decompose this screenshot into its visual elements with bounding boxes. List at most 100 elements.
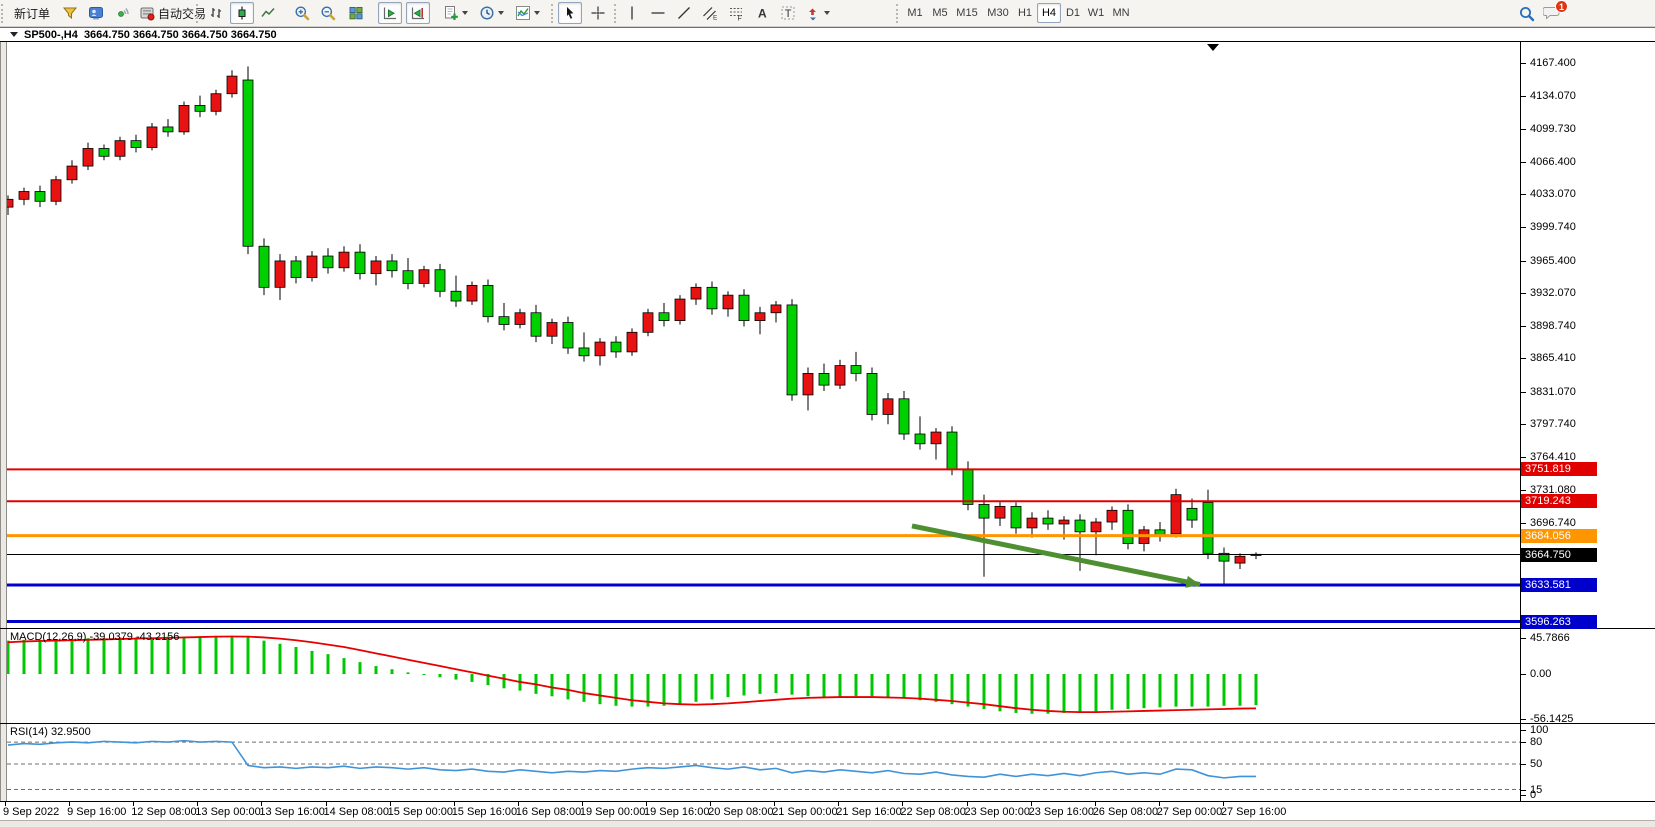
axis-tick-label: 3764.410 [1530,451,1576,463]
candle-body [290,260,302,278]
crosshair-button[interactable] [586,2,610,24]
macd-histogram-bar [646,674,650,707]
periods-button[interactable] [474,2,509,24]
time-axis[interactable]: 9 Sep 2022 9 Sep 16:00 12 Sep 08:00 13 Sep … [0,802,1655,820]
axis-tick-mark [1521,638,1526,639]
macd-histogram-bar [1206,674,1210,707]
zoom-in-button[interactable] [290,2,314,24]
timeframe-button-m1[interactable]: M1 [907,7,923,19]
chart-shift-button[interactable] [406,2,430,24]
candle-body [274,260,286,288]
toolbar-grip[interactable] [1,4,5,23]
macd-panel[interactable] [7,629,1520,722]
indicators-button[interactable] [510,2,545,24]
toolbar-grip[interactable] [196,4,200,23]
cursor-button[interactable] [558,2,582,24]
macd-histogram-bar [134,637,138,674]
autotrading-button[interactable]: 自动交易 [134,2,211,24]
candle-body [770,304,782,314]
macd-histogram-bar [118,637,122,674]
notification-badge: 1 [1555,0,1568,13]
axis-tick-label: 3965.400 [1530,255,1576,267]
panel-separator[interactable] [0,628,1655,629]
candle-body [610,341,622,353]
line-chart-button[interactable] [256,2,280,24]
timeframe-button-h1[interactable]: H1 [1017,7,1033,19]
clock-icon [480,6,494,20]
panel-separator [0,801,1655,802]
time-tick-label: 9 Sep 2022 [3,806,60,818]
indicators-icon [516,6,530,20]
price-level-badge: 3684.056 [1521,529,1597,543]
macd-histogram-bar [214,635,218,674]
market-funnel-button[interactable] [58,2,82,24]
candle-body [818,372,830,386]
text-button[interactable]: A [750,2,774,24]
new-chart-button[interactable] [438,2,473,24]
chart-shift-marker[interactable] [1207,44,1219,51]
timeframe-button-m5[interactable]: M5 [932,7,948,19]
panel-separator[interactable] [0,723,1655,724]
chevron-down-icon [462,11,468,15]
candle-body [34,191,46,202]
trendline-button[interactable] [672,2,696,24]
chat-button[interactable]: 1 [1540,0,1568,24]
macd-axis[interactable]: 45.7866 0.00 -56.1425 [1521,629,1655,725]
search-button[interactable] [1514,2,1538,24]
rsi-axis[interactable]: 100 80 50 15 0 [1521,724,1655,801]
fibonacci-button[interactable]: F [724,2,748,24]
candle-body [482,284,494,318]
bar-chart-button[interactable] [204,2,228,24]
timeframe-button-mn[interactable]: MN [1112,7,1130,19]
signals-button[interactable] [110,2,134,24]
axis-tick-label: 3797.740 [1530,418,1576,430]
time-tick-label: 22 Sep 08:00 [900,806,966,818]
timeframe-button-m30[interactable]: M30 [987,7,1009,19]
timeframe-button-h4[interactable]: H4 [1037,3,1061,23]
axis-tick-label: 3898.740 [1530,320,1576,332]
macd-histogram-bar [1030,674,1034,714]
time-tick-mark [517,802,519,806]
macd-histogram-bar [678,674,682,705]
axis-tick-mark [1521,129,1526,130]
macd-histogram-bar [38,639,42,674]
chart-title-bar[interactable]: SP500-,H4 3664.750 3664.750 3664.750 366… [0,27,1655,42]
metaeditor-button[interactable] [84,2,108,24]
zoom-out-button[interactable] [316,2,340,24]
macd-histogram-bar [630,674,634,707]
axis-tick-label: 4099.730 [1530,123,1576,135]
candle-body [674,298,686,321]
horizontal-line-button[interactable] [646,2,670,24]
timeframe-button-w1[interactable]: W1 [1087,7,1105,19]
rsi-panel[interactable] [7,724,1520,801]
channel-icon: E [703,7,718,21]
timeframe-button-m15[interactable]: M15 [956,7,978,19]
macd-histogram-bar [566,674,570,700]
text-label-button[interactable]: T [776,2,800,24]
candlestick-chart-button[interactable] [230,2,254,24]
trend-arrow-head[interactable] [1185,575,1200,588]
candle-body [418,269,430,284]
candle-body [626,331,638,353]
price-axis[interactable]: 4167.400 4134.070 4099.730 4066.400 4033.070… [1521,42,1655,629]
macd-histogram-bar [230,635,234,674]
trend-arrow-line[interactable] [911,523,1201,588]
new-order-button[interactable]: 新订单 [6,2,55,24]
equidistant-channel-button[interactable]: E [698,2,722,24]
toolbar-grip[interactable] [614,4,618,23]
candle-body [930,431,942,445]
signals-icon [118,8,129,17]
auto-scroll-button[interactable] [378,2,402,24]
timeframe-button-d1[interactable]: D1 [1065,7,1081,19]
candle-body [434,269,446,292]
axis-tick-label: 50 [1530,758,1543,770]
candle-body [1026,517,1038,529]
tile-windows-button[interactable] [344,2,368,24]
chart-menu-triangle-icon[interactable] [10,32,18,37]
toolbar-grip[interactable] [896,4,900,23]
vertical-line-button[interactable] [620,2,644,24]
toolbar-grip[interactable] [551,4,555,23]
main-price-chart[interactable] [7,42,1520,629]
axis-tick-mark [1521,63,1526,64]
arrows-button[interactable] [800,2,835,24]
